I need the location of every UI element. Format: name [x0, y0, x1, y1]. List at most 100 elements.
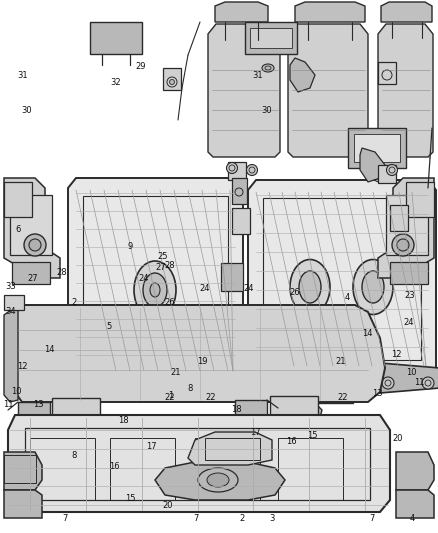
Bar	[378, 62, 396, 84]
Bar	[354, 134, 400, 162]
Text: 27: 27	[156, 263, 166, 272]
Text: 13: 13	[372, 389, 383, 398]
Ellipse shape	[290, 260, 330, 314]
Text: 22: 22	[337, 393, 348, 401]
Text: 33: 33	[6, 282, 16, 291]
Polygon shape	[8, 415, 390, 512]
Polygon shape	[248, 180, 436, 378]
Text: 24: 24	[200, 285, 210, 293]
Ellipse shape	[297, 401, 315, 419]
Ellipse shape	[397, 239, 409, 251]
Bar	[348, 128, 406, 168]
Ellipse shape	[262, 64, 274, 72]
Text: 22: 22	[206, 393, 216, 401]
Ellipse shape	[299, 271, 321, 303]
Polygon shape	[378, 178, 434, 278]
Bar	[232, 208, 250, 234]
Bar	[228, 162, 246, 180]
Text: 23: 23	[404, 292, 415, 300]
Ellipse shape	[198, 468, 238, 492]
Text: 2: 2	[240, 514, 245, 522]
Bar	[235, 400, 267, 422]
Text: 17: 17	[146, 442, 156, 451]
Text: 24: 24	[244, 285, 254, 293]
Text: 28: 28	[165, 261, 175, 270]
Text: 11: 11	[414, 378, 425, 387]
Ellipse shape	[309, 369, 329, 389]
Ellipse shape	[207, 473, 229, 487]
Text: 20: 20	[392, 434, 403, 442]
Text: 7: 7	[62, 514, 67, 522]
Bar	[52, 398, 100, 418]
Ellipse shape	[422, 377, 434, 389]
Text: 34: 34	[6, 308, 16, 316]
Text: 10: 10	[406, 368, 416, 376]
Text: 17: 17	[250, 429, 260, 437]
Polygon shape	[208, 24, 280, 157]
Bar	[378, 165, 396, 183]
Ellipse shape	[374, 174, 386, 182]
Polygon shape	[290, 58, 315, 92]
Text: 20: 20	[162, 501, 173, 510]
Bar	[4, 455, 36, 483]
Bar	[232, 178, 247, 204]
Ellipse shape	[169, 377, 181, 389]
Ellipse shape	[247, 165, 258, 175]
Bar	[245, 22, 297, 54]
Bar	[390, 262, 428, 284]
Bar	[4, 182, 32, 217]
Bar	[221, 308, 243, 336]
Ellipse shape	[29, 239, 41, 251]
Ellipse shape	[226, 163, 237, 174]
Text: 16: 16	[286, 437, 297, 446]
Text: 32: 32	[111, 78, 121, 87]
Text: 12: 12	[17, 362, 27, 371]
Ellipse shape	[143, 273, 167, 307]
Text: 6: 6	[16, 225, 21, 233]
Ellipse shape	[134, 261, 176, 319]
Text: 26: 26	[289, 288, 300, 296]
Text: 31: 31	[18, 71, 28, 80]
Bar	[205, 438, 260, 460]
Text: 4: 4	[344, 293, 350, 302]
Text: 8: 8	[188, 384, 193, 392]
Bar	[25, 428, 370, 500]
Bar	[18, 402, 50, 424]
Polygon shape	[160, 358, 438, 398]
Text: 14: 14	[362, 329, 372, 337]
Polygon shape	[360, 148, 385, 182]
Text: 27: 27	[28, 274, 38, 282]
Polygon shape	[4, 305, 18, 402]
Text: 21: 21	[171, 368, 181, 376]
Polygon shape	[378, 24, 433, 157]
Text: 15: 15	[307, 432, 317, 440]
Bar	[390, 205, 408, 231]
Bar	[250, 28, 292, 48]
Text: 7: 7	[370, 514, 375, 522]
Text: 25: 25	[158, 253, 168, 261]
Bar	[270, 396, 318, 416]
Text: 7: 7	[194, 514, 199, 522]
Polygon shape	[4, 490, 42, 518]
Text: 28: 28	[57, 269, 67, 277]
Polygon shape	[288, 395, 322, 428]
Text: 31: 31	[252, 71, 263, 80]
Text: 19: 19	[197, 357, 208, 366]
Text: 24: 24	[403, 318, 413, 327]
Ellipse shape	[170, 79, 174, 85]
Text: 1: 1	[168, 391, 173, 400]
Text: 5: 5	[106, 322, 111, 330]
Text: 24: 24	[138, 274, 149, 282]
Text: 2: 2	[72, 298, 77, 307]
Text: 15: 15	[125, 494, 136, 503]
Ellipse shape	[386, 165, 398, 175]
Ellipse shape	[150, 283, 160, 297]
Polygon shape	[8, 305, 385, 402]
Text: 22: 22	[165, 393, 175, 401]
Text: 4: 4	[410, 514, 415, 522]
Bar	[163, 68, 181, 90]
Text: 3: 3	[270, 514, 275, 522]
Text: 9: 9	[128, 242, 133, 251]
Bar	[386, 195, 428, 255]
Ellipse shape	[353, 260, 393, 314]
